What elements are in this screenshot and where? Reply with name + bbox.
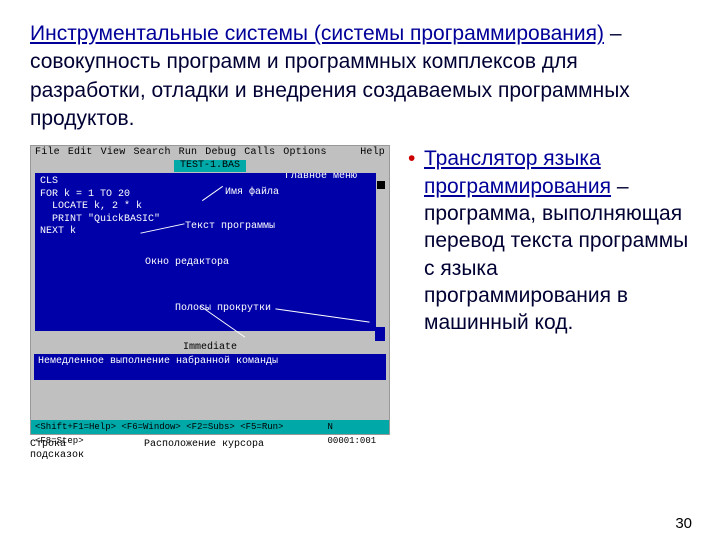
ide-screenshot: File Edit View Search Run Debug Calls Op… xyxy=(30,145,390,435)
status-left: <Shift+F1=Help> <F6=Window> <F2=Subs> <F… xyxy=(35,420,328,434)
ide-titlebar: TEST-1.BAS xyxy=(31,160,389,172)
right-rest: – программа, выполняющая перевод текста … xyxy=(424,175,688,334)
ide-filename: TEST-1.BAS xyxy=(174,160,246,172)
right-underlined: Транслятор языка программирования xyxy=(424,147,611,197)
ide-editor[interactable]: CLS FOR k = 1 TO 20 LOCATE k, 2 * k PRIN… xyxy=(34,172,386,342)
slide-heading: Инструментальные системы (системы програ… xyxy=(30,20,690,133)
scrollbar-horizontal[interactable] xyxy=(35,331,375,341)
immediate-text: Немедленное выполнение набранной команды xyxy=(38,356,278,367)
right-column: Транслятор языка программирования – прог… xyxy=(408,145,690,336)
ann-program-text: Текст программы xyxy=(185,221,275,232)
status-right: N 00001:001 xyxy=(328,420,385,434)
menu-item[interactable]: Calls xyxy=(244,146,275,160)
bullet-item: Транслятор языка программирования – прог… xyxy=(424,145,690,336)
menu-item[interactable]: File xyxy=(35,146,60,160)
menu-item[interactable]: Edit xyxy=(68,146,93,160)
cursor-pos-label: Расположение курсора xyxy=(144,439,264,461)
ide-menubar: File Edit View Search Run Debug Calls Op… xyxy=(31,146,389,160)
immediate-title: Immediate xyxy=(34,342,386,354)
ann-main-menu: Главное меню xyxy=(285,172,357,182)
menu-item[interactable]: Search xyxy=(133,146,170,160)
scrollbar-vertical[interactable] xyxy=(376,173,386,327)
ann-file-name: Имя файла xyxy=(225,187,279,198)
menu-item[interactable]: Debug xyxy=(205,146,236,160)
page-number: 30 xyxy=(675,515,692,532)
ide-statusbar: <Shift+F1=Help> <F6=Window> <F2=Subs> <F… xyxy=(31,420,389,434)
immediate-pane[interactable]: Немедленное выполнение набранной команды xyxy=(34,354,386,380)
menu-item[interactable]: Help xyxy=(360,146,385,160)
menu-item[interactable]: View xyxy=(101,146,126,160)
ann-scrollbars: Полосы прокрутки xyxy=(175,303,271,314)
heading-underlined: Инструментальные системы (системы програ… xyxy=(30,22,604,45)
ann-editor-window: Окно редактора xyxy=(145,257,229,268)
menu-item[interactable]: Options xyxy=(283,146,326,160)
menu-item[interactable]: Run xyxy=(179,146,198,160)
